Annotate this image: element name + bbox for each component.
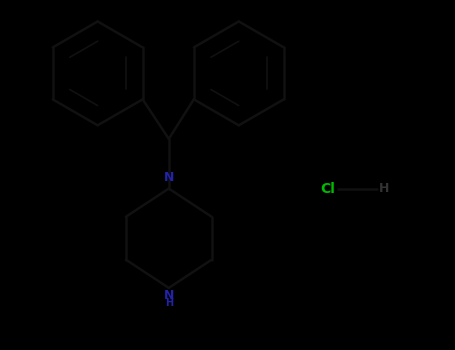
Text: H: H	[165, 298, 173, 308]
Text: Cl: Cl	[320, 182, 335, 196]
Text: N: N	[164, 171, 174, 184]
Text: H: H	[379, 182, 389, 195]
Text: N: N	[164, 289, 174, 302]
